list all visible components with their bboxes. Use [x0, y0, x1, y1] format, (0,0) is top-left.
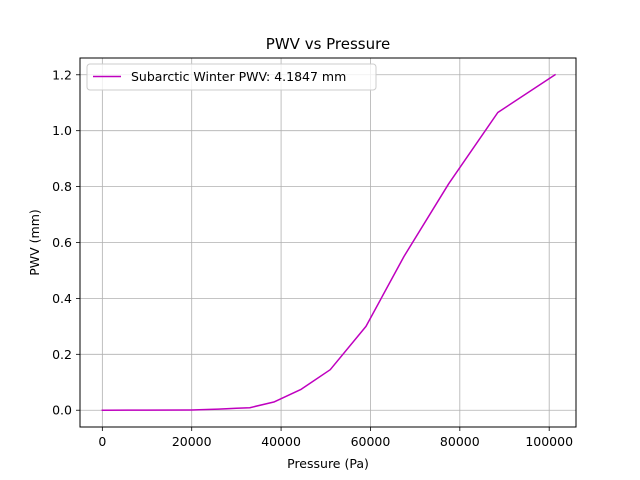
legend: Subarctic Winter PWV: 4.1847 mm: [86, 63, 377, 91]
x-tick-label: 40000: [261, 434, 301, 449]
series-line-subarctic-winter: [101, 73, 557, 411]
y-tick-label: 0.2: [52, 347, 72, 362]
legend-entry: Subarctic Winter PWV: 4.1847 mm: [131, 69, 346, 84]
chart-title: PWV vs Pressure: [266, 35, 390, 53]
y-tick-label: 0.8: [52, 179, 72, 194]
x-tick-label: 20000: [172, 434, 212, 449]
x-tick-label: 60000: [351, 434, 391, 449]
y-tick-label: 0.6: [52, 235, 72, 250]
data-series: [101, 73, 557, 411]
x-axis-label: Pressure (Pa): [287, 456, 369, 471]
y-tick-label: 1.0: [52, 123, 72, 138]
legend-box: [86, 63, 377, 91]
grid-lines: [80, 58, 576, 427]
x-tick-label: 100000: [525, 434, 573, 449]
y-tick-label: 0.0: [52, 403, 72, 418]
x-tick-label: 0: [98, 434, 106, 449]
y-tick-label: 1.2: [52, 67, 72, 82]
y-axis-label: PWV (mm): [27, 209, 42, 276]
x-tick-label: 80000: [440, 434, 480, 449]
axis-ticks: 0 20000 40000 60000 80000 100000 0.0 0.2 0.4 0.6 0…: [52, 67, 573, 449]
y-tick-label: 0.4: [52, 291, 72, 306]
